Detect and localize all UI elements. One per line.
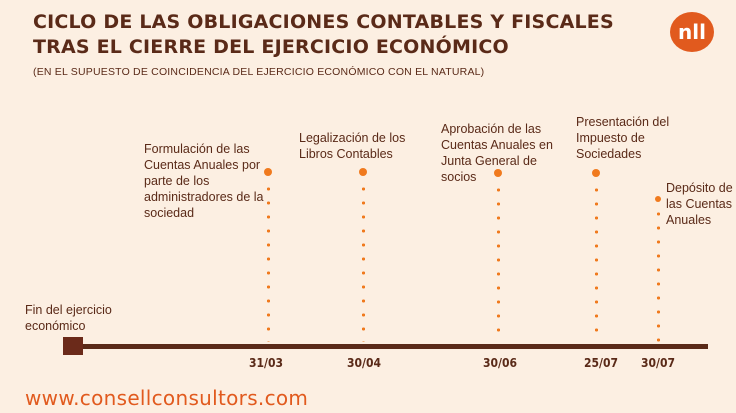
title-line-2: TRAS EL CIERRE DEL EJERCICIO ECONÓMICO <box>33 36 509 58</box>
event-dot-5 <box>655 196 661 202</box>
subtitle: (EN EL SUPUESTO DE COINCIDENCIA DEL EJER… <box>33 66 485 78</box>
event-dot-2 <box>359 168 367 176</box>
title-line-1: CICLO DE LAS OBLIGACIONES CONTABLES Y FI… <box>33 11 614 33</box>
event-line-5 <box>654 196 662 342</box>
event-date-2: 30/04 <box>347 356 381 370</box>
event-date-3: 30/06 <box>483 356 517 370</box>
event-label-4: Presentación del Impuesto de Sociedades <box>576 115 670 161</box>
page-title: CICLO DE LAS OBLIGACIONES CONTABLES Y FI… <box>33 10 633 60</box>
start-label: Fin del ejercicio económico <box>25 303 112 333</box>
event-date-4: 25/07 <box>584 356 618 370</box>
event-line-4 <box>592 169 600 342</box>
event-label-5: Depósito de las Cuentas Anuales <box>666 181 733 227</box>
footer-url[interactable]: www.consellconsultors.com <box>25 386 309 410</box>
event-line-3 <box>494 169 502 342</box>
event-dot-3 <box>494 169 502 177</box>
timeline-axis <box>70 344 708 349</box>
event-date-5: 30/07 <box>641 356 675 370</box>
event-label-3: Aprobación de las Cuentas Anuales en Jun… <box>441 122 553 184</box>
event-label-2: Legalización de los Libros Contables <box>299 131 406 161</box>
event-line-1 <box>264 168 272 342</box>
event-line-2 <box>359 168 367 342</box>
event-label-1: Formulación de las Cuentas Anuales por p… <box>144 142 264 220</box>
start-marker <box>63 337 83 355</box>
event-date-1: 31/03 <box>249 356 283 370</box>
event-dot-4 <box>592 169 600 177</box>
event-dot-1 <box>264 168 272 176</box>
brand-logo: nll <box>670 12 714 52</box>
